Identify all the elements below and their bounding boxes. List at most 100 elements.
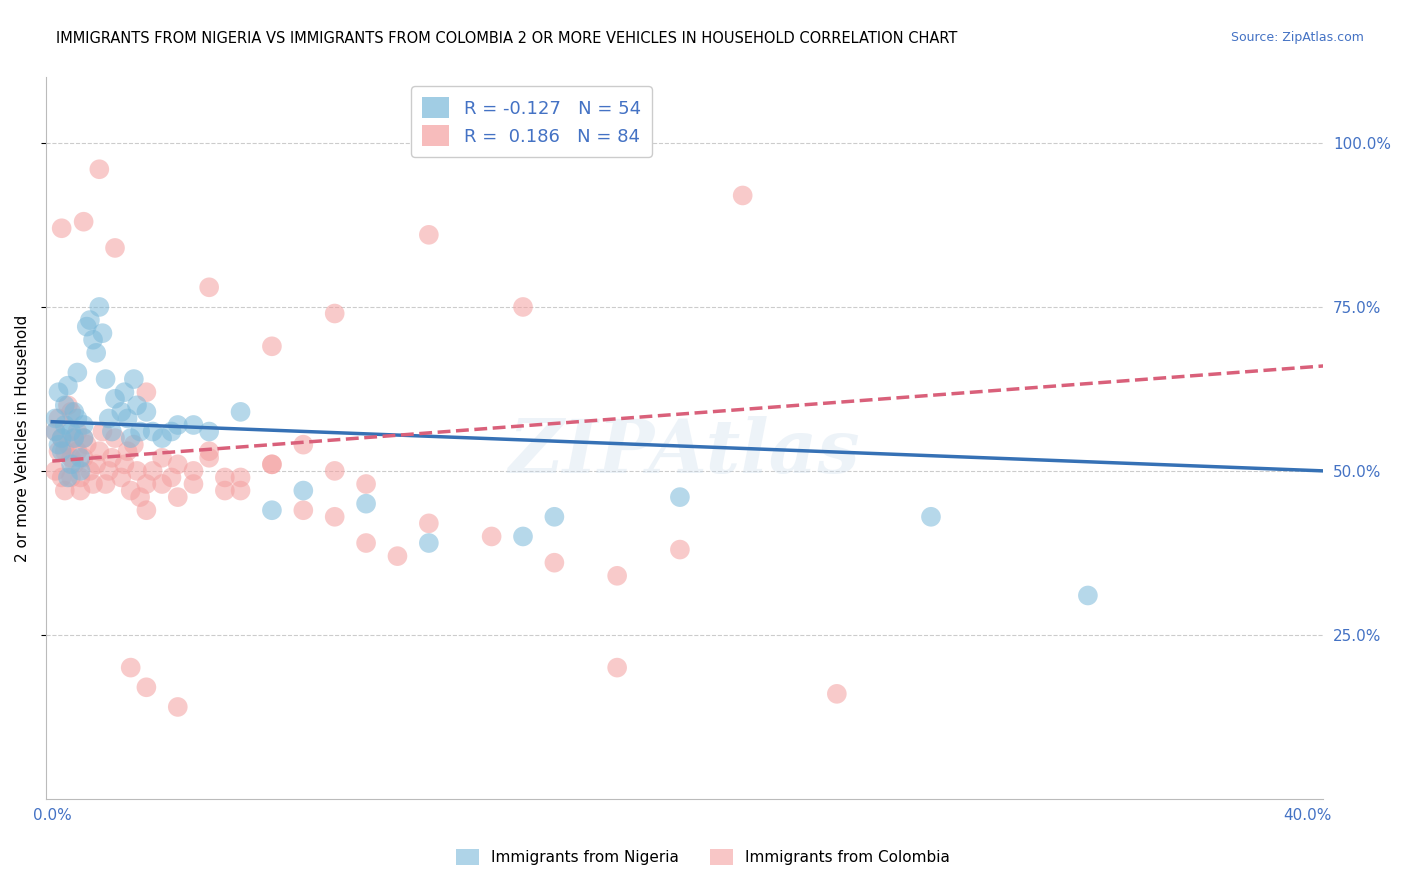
Point	[606, 660, 628, 674]
Point	[135, 385, 157, 400]
Point	[66, 411, 89, 425]
Point	[51, 444, 73, 458]
Point	[166, 490, 188, 504]
Point	[323, 509, 346, 524]
Point	[129, 425, 152, 439]
Point	[60, 458, 83, 472]
Point	[229, 483, 252, 498]
Point	[60, 470, 83, 484]
Point	[150, 477, 173, 491]
Point	[112, 458, 135, 472]
Point	[101, 450, 124, 465]
Text: ZIPAtlas: ZIPAtlas	[509, 417, 860, 489]
Point	[669, 490, 692, 504]
Point	[51, 431, 73, 445]
Point	[292, 437, 315, 451]
Point	[120, 431, 142, 445]
Point	[79, 464, 101, 478]
Point	[97, 411, 120, 425]
Point	[101, 425, 124, 439]
Point	[112, 385, 135, 400]
Point	[53, 483, 76, 498]
Point	[214, 483, 236, 498]
Point	[91, 326, 114, 341]
Point	[354, 497, 377, 511]
Point	[606, 569, 628, 583]
Point	[48, 411, 70, 425]
Point	[166, 458, 188, 472]
Point	[354, 536, 377, 550]
Point	[63, 458, 86, 472]
Point	[63, 431, 86, 445]
Point	[418, 516, 440, 531]
Point	[292, 503, 315, 517]
Point	[104, 431, 127, 445]
Point	[166, 700, 188, 714]
Point	[69, 450, 91, 465]
Point	[120, 660, 142, 674]
Point	[418, 227, 440, 242]
Point	[198, 450, 221, 465]
Point	[198, 425, 221, 439]
Point	[60, 405, 83, 419]
Point	[160, 425, 183, 439]
Point	[79, 313, 101, 327]
Point	[76, 319, 98, 334]
Point	[110, 405, 132, 419]
Point	[135, 477, 157, 491]
Point	[825, 687, 848, 701]
Point	[63, 405, 86, 419]
Point	[60, 450, 83, 465]
Point	[51, 470, 73, 484]
Point	[1077, 589, 1099, 603]
Point	[135, 680, 157, 694]
Point	[183, 464, 205, 478]
Point	[512, 529, 534, 543]
Point	[135, 503, 157, 517]
Point	[44, 411, 66, 425]
Point	[69, 470, 91, 484]
Point	[229, 470, 252, 484]
Point	[110, 470, 132, 484]
Point	[82, 477, 104, 491]
Point	[89, 444, 111, 458]
Point	[142, 425, 165, 439]
Point	[920, 509, 942, 524]
Point	[53, 417, 76, 432]
Point	[292, 483, 315, 498]
Point	[56, 437, 79, 451]
Point	[166, 417, 188, 432]
Point	[135, 405, 157, 419]
Point	[354, 477, 377, 491]
Point	[543, 556, 565, 570]
Point	[104, 392, 127, 406]
Point	[56, 470, 79, 484]
Point	[89, 300, 111, 314]
Point	[72, 215, 94, 229]
Point	[66, 425, 89, 439]
Point	[260, 503, 283, 517]
Point	[91, 425, 114, 439]
Point	[60, 425, 83, 439]
Point	[198, 280, 221, 294]
Point	[72, 431, 94, 445]
Text: IMMIGRANTS FROM NIGERIA VS IMMIGRANTS FROM COLOMBIA 2 OR MORE VEHICLES IN HOUSEH: IMMIGRANTS FROM NIGERIA VS IMMIGRANTS FR…	[56, 31, 957, 46]
Point	[260, 339, 283, 353]
Point	[48, 385, 70, 400]
Point	[51, 221, 73, 235]
Point	[44, 425, 66, 439]
Point	[418, 536, 440, 550]
Point	[56, 378, 79, 392]
Point	[260, 458, 283, 472]
Legend: Immigrants from Nigeria, Immigrants from Colombia: Immigrants from Nigeria, Immigrants from…	[450, 843, 956, 871]
Point	[48, 437, 70, 451]
Point	[69, 464, 91, 478]
Point	[669, 542, 692, 557]
Point	[66, 444, 89, 458]
Point	[512, 300, 534, 314]
Point	[122, 372, 145, 386]
Point	[183, 417, 205, 432]
Point	[125, 398, 148, 412]
Point	[125, 464, 148, 478]
Point	[160, 470, 183, 484]
